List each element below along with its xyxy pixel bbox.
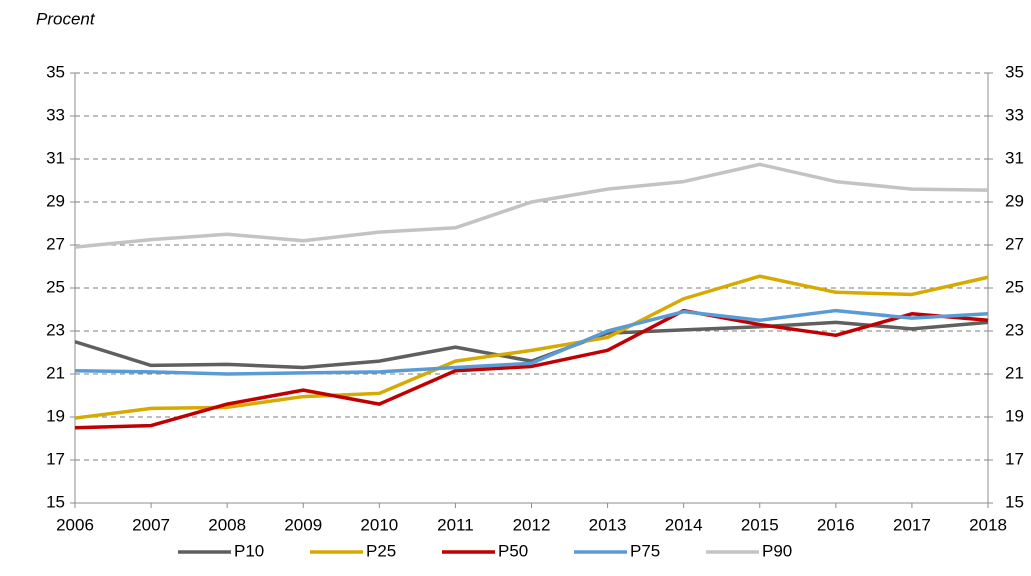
legend-label: P90 xyxy=(762,541,792,560)
y2-tick-label: 15 xyxy=(1005,492,1024,511)
x-tick-label: 2012 xyxy=(513,515,551,534)
x-tick-label: 2018 xyxy=(969,515,1007,534)
y2-tick-label: 17 xyxy=(1005,449,1024,468)
y2-tick-label: 23 xyxy=(1005,320,1024,339)
series-line xyxy=(74,308,989,430)
y2-tick-label: 25 xyxy=(1005,277,1024,296)
y2-tick-label: 33 xyxy=(1005,105,1024,124)
x-tick-label: 2016 xyxy=(817,515,855,534)
y-tick-label: 23 xyxy=(46,320,65,339)
x-tick-label: 2008 xyxy=(208,515,246,534)
legend-label: P50 xyxy=(498,541,528,560)
y2-tick-label: 27 xyxy=(1005,234,1024,253)
y-tick-label: 31 xyxy=(46,148,65,167)
y2-tick-label: 19 xyxy=(1005,406,1024,425)
x-tick-label: 2010 xyxy=(360,515,398,534)
y2-tick-label: 29 xyxy=(1005,191,1024,210)
x-tick-label: 2011 xyxy=(437,515,474,534)
series-line xyxy=(74,308,989,376)
series-line xyxy=(74,274,989,420)
series-line xyxy=(74,320,989,370)
legend-label: P75 xyxy=(630,541,660,560)
x-tick-label: 2009 xyxy=(284,515,322,534)
x-tick-label: 2015 xyxy=(741,515,779,534)
x-tick-label: 2006 xyxy=(56,515,94,534)
y2-tick-label: 31 xyxy=(1005,148,1024,167)
legend-label: P10 xyxy=(234,541,264,560)
y-tick-label: 15 xyxy=(46,492,65,511)
legend-label: P25 xyxy=(366,541,396,560)
y-tick-label: 27 xyxy=(46,234,65,253)
x-tick-label: 2013 xyxy=(589,515,627,534)
y2-tick-label: 35 xyxy=(1005,62,1024,81)
y-tick-label: 19 xyxy=(46,406,65,425)
y-tick-label: 29 xyxy=(46,191,65,210)
x-tick-label: 2007 xyxy=(132,515,170,534)
y-tick-label: 17 xyxy=(46,449,65,468)
y2-tick-label: 21 xyxy=(1005,363,1024,382)
y-axis-label: Procent xyxy=(36,9,96,28)
y-tick-label: 35 xyxy=(46,62,65,81)
x-tick-label: 2014 xyxy=(665,515,703,534)
y-tick-label: 25 xyxy=(46,277,65,296)
x-tick-label: 2017 xyxy=(893,515,931,534)
y-tick-label: 21 xyxy=(46,363,65,382)
y-tick-label: 33 xyxy=(46,105,65,124)
series-line xyxy=(74,162,989,249)
